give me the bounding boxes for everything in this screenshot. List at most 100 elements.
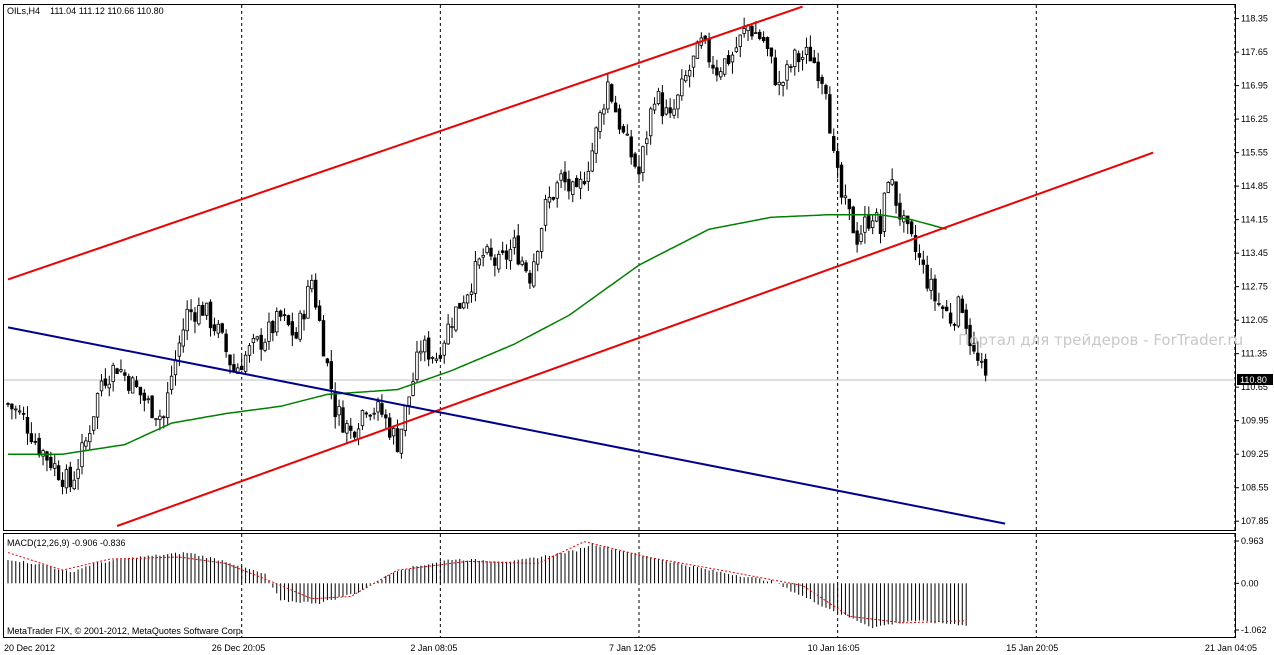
candle-body: [582, 180, 587, 185]
candle-body: [477, 258, 481, 266]
candle-body: [154, 418, 158, 421]
candle-body: [216, 323, 221, 334]
y-tick-label: 114.85: [1241, 181, 1268, 191]
candle-body: [730, 54, 735, 63]
candle-body: [684, 75, 688, 82]
candle-body: [656, 90, 661, 105]
candle-body: [606, 81, 610, 110]
candle-body: [750, 25, 754, 37]
candle-body: [282, 314, 287, 317]
candle-body: [314, 279, 318, 308]
candle-body: [571, 181, 575, 195]
candle-body: [115, 368, 119, 374]
candle-body: [547, 196, 552, 203]
candle-body: [376, 401, 380, 413]
candle-body: [103, 378, 108, 386]
candle-body: [325, 358, 330, 364]
candle-body: [193, 312, 197, 322]
candle-body: [290, 321, 295, 336]
x-tick-label: 2 Jan 08:05: [410, 643, 457, 653]
y-tick-label: 113.45: [1241, 248, 1268, 258]
y-tick-label: 115.55: [1241, 148, 1268, 158]
candle-body: [259, 334, 263, 350]
candle-body: [204, 302, 209, 316]
macd-histogram: [7, 543, 967, 629]
channel-upper-line: [7, 5, 803, 281]
candle-body: [310, 279, 314, 290]
y-tick-label: 112.05: [1241, 315, 1268, 325]
candle-body: [384, 414, 388, 419]
candle-body: [691, 55, 696, 68]
candle-body: [512, 237, 517, 248]
y-tick-label: 116.95: [1241, 81, 1268, 91]
candle-body: [294, 332, 298, 339]
candle-body: [645, 138, 649, 145]
candle-body: [119, 369, 123, 372]
candle-body: [239, 365, 244, 371]
candle-body: [555, 182, 559, 199]
candle-body: [228, 354, 232, 366]
candle-body: [302, 313, 306, 320]
candle-body: [874, 212, 879, 222]
candle-body: [208, 301, 213, 329]
candle-body: [321, 320, 326, 357]
candle-body: [637, 166, 641, 175]
candle-body: [695, 41, 700, 59]
candle-body: [937, 302, 941, 305]
candle-body: [53, 463, 57, 469]
candle-body: [613, 102, 618, 113]
candle-body: [37, 437, 41, 456]
candle-body: [800, 57, 805, 60]
candle-body: [111, 364, 115, 382]
candle-body: [419, 350, 423, 354]
current-price-tag-label: 110.80: [1240, 375, 1267, 385]
candle-body: [298, 312, 302, 340]
candle-body: [532, 261, 536, 287]
candle-body: [839, 164, 844, 198]
candle-body: [590, 150, 594, 172]
y-tick-label: 109.95: [1241, 416, 1269, 426]
macd-axis: 0.963 0.00 -1.062: [1235, 536, 1267, 635]
candle-body: [407, 396, 411, 406]
candle-body: [271, 321, 275, 334]
candle-body: [909, 221, 914, 235]
main-panel-frame: [3, 4, 1236, 531]
candle-body: [306, 285, 310, 319]
candle-body: [648, 108, 653, 137]
candle-body: [933, 278, 937, 302]
candle-body: [391, 427, 396, 437]
candle-body: [56, 465, 61, 481]
macd-tick-label: -1.062: [1241, 625, 1267, 635]
candle-body: [543, 199, 548, 226]
candle-body: [524, 262, 528, 272]
candle-body: [450, 326, 454, 329]
candle-body: [890, 179, 894, 185]
candle-body: [863, 216, 867, 233]
candle-body: [142, 392, 147, 401]
candle-body: [64, 469, 69, 489]
time-axis: 20 Dec 2012 26 Dec 20:05 2 Jan 08:05 7 Jan …: [4, 643, 1257, 653]
y-tick-label: 111.35: [1241, 349, 1267, 359]
macd-label: MACD(12,26,9) -0.906 -0.836: [7, 538, 126, 548]
candle-body: [372, 412, 376, 415]
candle-body: [500, 250, 505, 253]
candle-body: [820, 76, 824, 84]
macd-tick-label: 0.963: [1241, 536, 1264, 546]
candle-body: [497, 253, 501, 270]
candle-body: [185, 308, 189, 332]
candle-body: [493, 257, 497, 266]
candle-body: [789, 66, 793, 69]
candle-body: [399, 428, 404, 454]
candle-body: [465, 294, 470, 304]
candle-body: [95, 393, 100, 418]
candle-body: [793, 49, 797, 68]
candle-body: [867, 214, 871, 229]
candle-body: [247, 345, 252, 356]
candle-body: [617, 108, 622, 130]
candle-body: [964, 309, 968, 329]
chart-symbol-label: OILs,H4: [7, 6, 40, 16]
candle-body: [664, 107, 668, 115]
candle-body: [676, 94, 680, 110]
candle-body: [485, 246, 489, 253]
candle-body: [610, 84, 614, 102]
